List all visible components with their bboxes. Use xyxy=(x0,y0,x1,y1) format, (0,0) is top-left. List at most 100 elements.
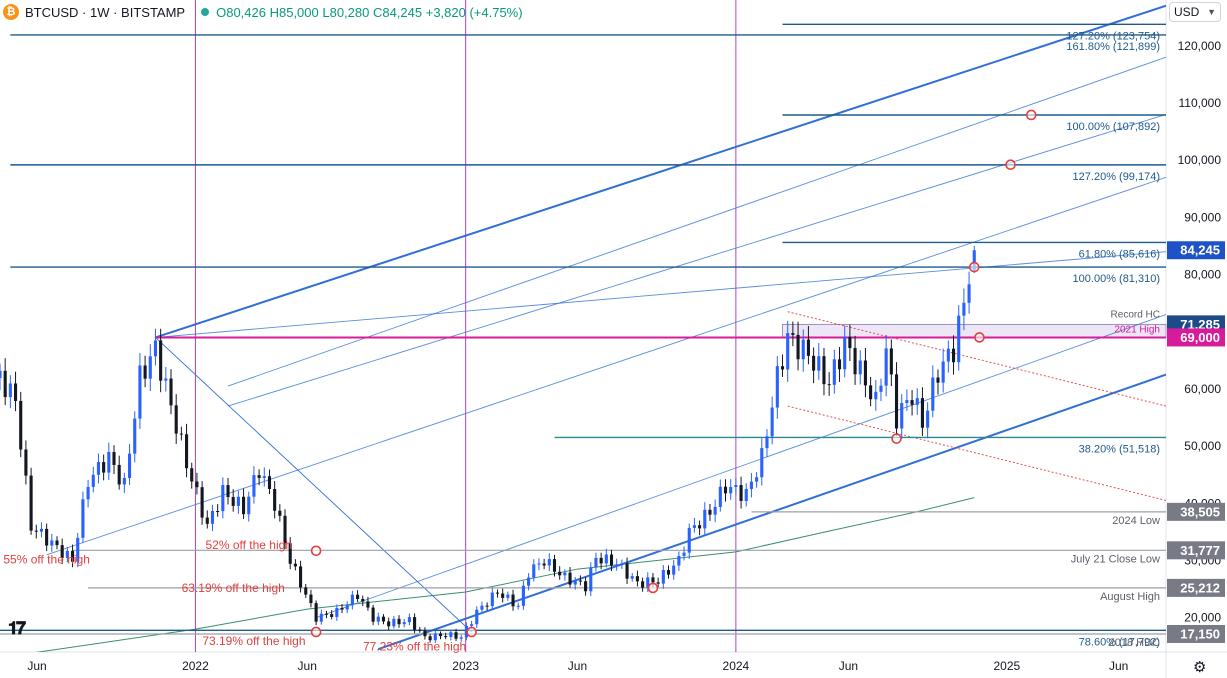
candle-body xyxy=(45,528,49,546)
candle-body xyxy=(159,340,163,381)
candle-body xyxy=(843,336,847,370)
candle-body xyxy=(480,605,484,610)
candle-body xyxy=(656,582,660,584)
candle-body xyxy=(122,478,126,485)
currency-button[interactable]: USD ▼ xyxy=(1169,2,1221,22)
zone-label-record-hc: Record HC xyxy=(1111,309,1160,320)
candle-body xyxy=(573,580,577,585)
price-tag xyxy=(1167,541,1225,560)
x-tick-label: 2025 xyxy=(993,659,1020,673)
symbol-label[interactable]: BTCUSD · 1W · BITSTAMP xyxy=(25,4,186,20)
candle-body xyxy=(532,564,536,578)
level-touch-marker xyxy=(310,626,322,638)
candle-body xyxy=(609,554,614,566)
candle-body xyxy=(81,499,85,538)
candle-body xyxy=(138,365,142,419)
candle-body xyxy=(879,385,883,392)
candle-body xyxy=(837,359,842,370)
price-tag-label: 31,777 xyxy=(1180,543,1220,558)
candle-body xyxy=(236,496,240,506)
candle-body xyxy=(50,540,54,546)
level-touch-marker xyxy=(466,626,477,638)
candle-body xyxy=(190,468,194,482)
candle-body xyxy=(708,509,712,515)
candle-body xyxy=(578,580,582,582)
candle-body xyxy=(278,510,282,516)
level-label: 127.20% (99,174) xyxy=(1073,171,1160,183)
candle-body xyxy=(749,481,753,489)
candle-body xyxy=(765,436,769,449)
settings-icon[interactable]: ⚙ xyxy=(1193,659,1207,676)
candle-body xyxy=(957,315,961,363)
candle-body xyxy=(247,496,251,515)
candle-body xyxy=(428,636,432,641)
level-label: 2018 HDC xyxy=(1109,637,1160,649)
candle-body xyxy=(475,609,479,625)
candle-body xyxy=(454,632,458,639)
candle-body xyxy=(718,486,722,507)
pitchfork-parallel-line xyxy=(46,176,1166,556)
pitchfork-parallel-line xyxy=(227,113,1166,407)
candle-body xyxy=(423,630,427,637)
candle-body xyxy=(962,302,966,316)
candle-body xyxy=(516,605,520,607)
level-touch-marker xyxy=(1025,109,1037,121)
candle-body xyxy=(102,462,106,473)
candle-body xyxy=(24,449,28,476)
y-tick-label: 60,000 xyxy=(1184,382,1221,396)
price-tag xyxy=(1167,578,1225,597)
candle-body xyxy=(900,403,904,429)
level-label: 2024 Low xyxy=(1112,515,1160,527)
candle-body xyxy=(433,633,437,641)
candle-body xyxy=(143,365,147,379)
candle-body xyxy=(174,405,178,434)
pitchfork-parallel-line xyxy=(155,251,1166,338)
price-tag-label: 84,245 xyxy=(1180,243,1220,258)
candle-body xyxy=(330,614,334,617)
drawdown-annotation: 77.23% off the high xyxy=(363,639,466,653)
candle-body xyxy=(34,530,38,532)
candle-body xyxy=(604,554,608,564)
y-tick-label: 110,000 xyxy=(1179,96,1222,110)
candle-body xyxy=(734,485,738,488)
x-tick-label: Jun xyxy=(27,659,46,673)
candle-body xyxy=(687,527,691,553)
level-label: 127.20% (123,754) xyxy=(1066,30,1160,42)
candle-body xyxy=(128,453,132,479)
candle-body xyxy=(630,576,634,579)
candle-body xyxy=(770,407,774,437)
candle-body xyxy=(796,334,800,360)
candle-body xyxy=(444,636,448,638)
candle-body xyxy=(651,577,655,583)
candle-body xyxy=(915,398,919,405)
candle-body xyxy=(812,355,816,371)
candle-body xyxy=(490,592,494,607)
candle-body xyxy=(221,485,225,512)
price-tag xyxy=(1167,241,1225,260)
pitchfork-handle-line xyxy=(155,337,472,633)
candle-body xyxy=(257,475,261,478)
candle-body xyxy=(0,370,2,379)
x-tick-label: 2024 xyxy=(723,659,750,673)
candle-body xyxy=(620,563,624,565)
candle-body xyxy=(941,361,945,383)
candle-body xyxy=(86,486,90,500)
level-touch-marker xyxy=(1005,159,1016,171)
candle-body xyxy=(387,621,391,627)
candle-body xyxy=(858,360,862,375)
level-label: 100.00% (107,892) xyxy=(1066,121,1160,133)
candle-body xyxy=(848,336,852,349)
candle-body xyxy=(698,525,702,529)
candle-body xyxy=(319,613,323,622)
candle-body xyxy=(397,618,401,625)
candle-body xyxy=(65,550,69,558)
candle-body xyxy=(179,433,183,435)
level-label: 100.00% (81,310) xyxy=(1073,273,1160,285)
candle-body xyxy=(381,616,386,622)
candle-body xyxy=(552,559,557,572)
candle-body xyxy=(288,543,292,564)
y-tick-label: 50,000 xyxy=(1184,439,1221,453)
drawdown-annotation: 55% off the high xyxy=(3,552,90,566)
x-tick-label: Jun xyxy=(298,659,317,673)
